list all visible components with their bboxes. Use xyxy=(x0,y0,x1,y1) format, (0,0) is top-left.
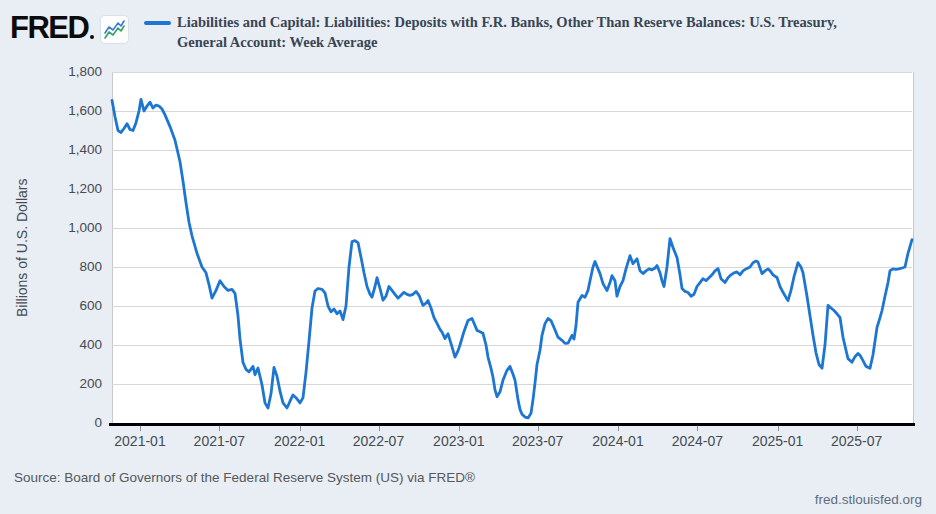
y-tick-label: 400 xyxy=(0,337,102,353)
sparkline-icon xyxy=(100,15,129,44)
y-tick-label: 200 xyxy=(0,376,102,392)
fred-chart-page: FRED Liabilities and Capital: Liabilitie… xyxy=(0,0,936,514)
y-tick-label: 800 xyxy=(0,259,102,275)
x-tick-label: 2023-07 xyxy=(498,433,578,449)
x-tick-label: 2023-01 xyxy=(419,433,499,449)
x-tick xyxy=(778,426,779,431)
chart-title-line-1: Liabilities and Capital: Liabilities: De… xyxy=(177,12,922,32)
x-tick xyxy=(538,426,539,431)
source-text: Source: Board of Governors of the Federa… xyxy=(14,470,475,485)
fred-logo-text: FRED xyxy=(10,12,88,44)
fred-logo: FRED xyxy=(10,11,129,45)
y-tick-label: 1,000 xyxy=(0,220,102,236)
x-tick-label: 2025-07 xyxy=(817,433,897,449)
x-tick-label: 2024-01 xyxy=(578,433,658,449)
y-tick-label: 1,400 xyxy=(0,142,102,158)
y-tick-label: 1,600 xyxy=(0,103,102,119)
x-tick-label: 2021-01 xyxy=(100,433,180,449)
x-tick xyxy=(857,426,858,431)
legend-series-line-swatch xyxy=(144,21,171,25)
fred-logo-registered-dot xyxy=(90,35,94,39)
x-tick xyxy=(219,426,220,431)
x-tick-label: 2022-01 xyxy=(260,433,340,449)
x-tick xyxy=(140,426,141,431)
x-tick xyxy=(300,426,301,431)
x-tick-label: 2024-07 xyxy=(657,433,737,449)
y-tick-label: 1,200 xyxy=(0,181,102,197)
x-tick-label: 2021-07 xyxy=(179,433,259,449)
chart-title: Liabilities and Capital: Liabilities: De… xyxy=(177,12,922,52)
y-tick-label: 0 xyxy=(0,415,102,431)
x-tick xyxy=(459,426,460,431)
x-axis-line xyxy=(109,423,915,426)
series-line xyxy=(112,99,912,418)
x-tick xyxy=(618,426,619,431)
y-axis-title: Billions of U.S. Dollars xyxy=(14,72,36,423)
y-tick-label: 600 xyxy=(0,298,102,314)
x-tick-label: 2022-07 xyxy=(339,433,419,449)
x-tick xyxy=(379,426,380,431)
y-tick-label: 1,800 xyxy=(0,64,102,80)
x-tick xyxy=(697,426,698,431)
chart-line-svg xyxy=(112,72,912,423)
fred-stlouisfed-link[interactable]: fred.stlouisfed.org xyxy=(815,492,922,507)
chart-title-line-2: General Account: Week Average xyxy=(177,32,922,52)
x-tick-label: 2025-01 xyxy=(738,433,818,449)
